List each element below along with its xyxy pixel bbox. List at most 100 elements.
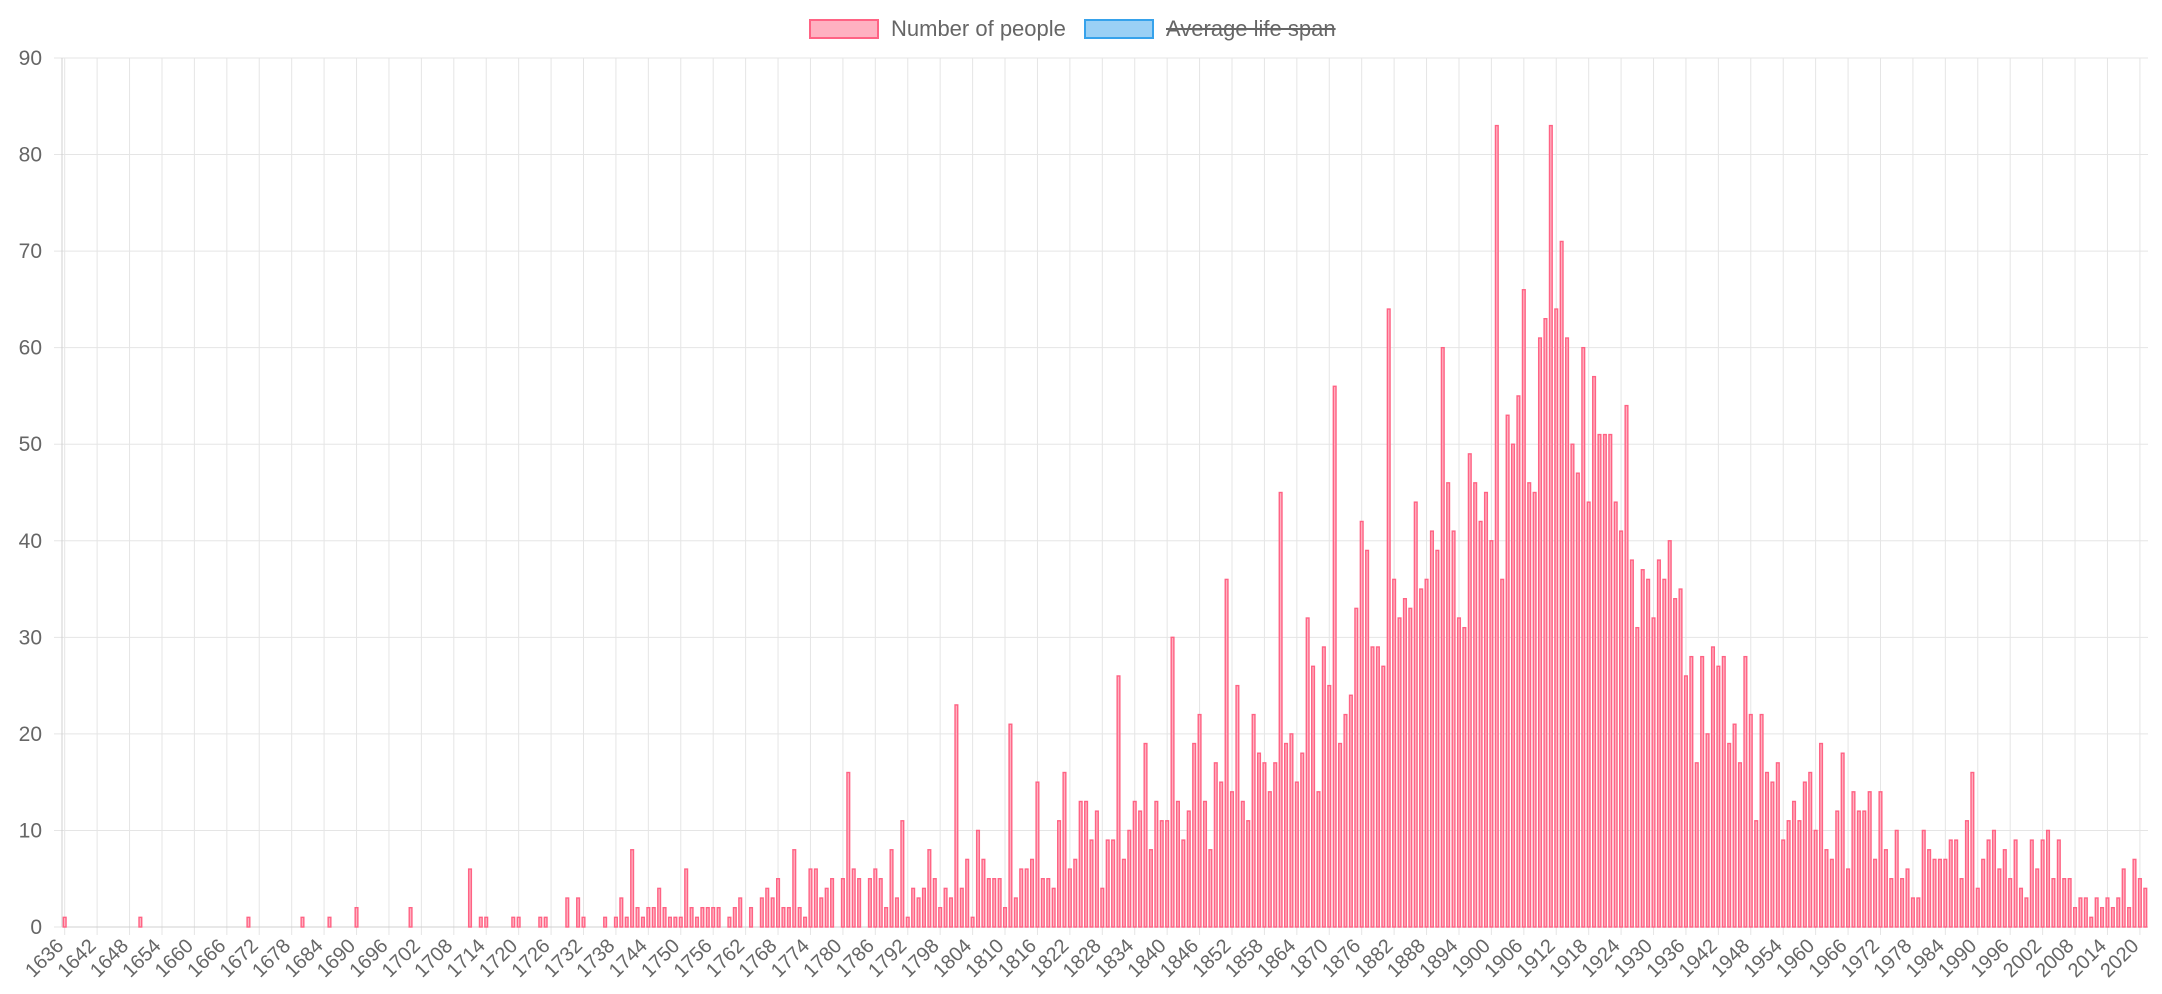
bar	[759, 897, 764, 928]
bar	[1559, 240, 1564, 928]
y-tick-label: 10	[19, 819, 42, 842]
bar	[889, 849, 894, 928]
bar	[2110, 906, 2115, 928]
bar	[959, 887, 964, 928]
bar	[1375, 646, 1380, 928]
bar	[857, 878, 862, 928]
bar	[1489, 540, 1494, 928]
bar	[1754, 820, 1759, 928]
bar	[1948, 839, 1953, 928]
bar	[1619, 530, 1624, 928]
bar	[1678, 588, 1683, 928]
bar	[1332, 385, 1337, 928]
bar	[1510, 443, 1516, 928]
bar	[1889, 878, 1894, 928]
bar	[624, 916, 629, 928]
bar	[1846, 868, 1851, 928]
bar	[1208, 849, 1213, 928]
bar	[467, 868, 473, 928]
bar	[1311, 665, 1316, 928]
bar	[1111, 839, 1116, 928]
bar	[2056, 839, 2061, 928]
bar	[1494, 124, 1499, 928]
bar	[1592, 375, 1597, 928]
bar	[1435, 549, 1440, 928]
bar	[538, 916, 543, 928]
bar	[705, 906, 710, 928]
bar	[1002, 906, 1008, 928]
bar	[2035, 868, 2040, 928]
bar	[1608, 433, 1613, 928]
bar	[894, 897, 899, 928]
bar	[327, 916, 332, 928]
bar	[1646, 578, 1651, 928]
bar	[1700, 655, 1705, 928]
bar	[997, 878, 1002, 928]
y-tick-label: 80	[19, 144, 42, 167]
bar	[651, 906, 656, 928]
bar	[1413, 501, 1418, 928]
bar	[840, 878, 845, 928]
bar	[62, 916, 67, 928]
bar	[1035, 781, 1040, 928]
bar	[1943, 858, 1948, 928]
legend-item-average-life-span[interactable]: Average life span	[1084, 16, 1336, 42]
bar	[1051, 887, 1056, 928]
bar	[1710, 646, 1716, 928]
bar	[1229, 791, 1235, 928]
bar	[1937, 858, 1942, 928]
y-tick-label: 60	[19, 337, 42, 360]
bar	[1759, 713, 1764, 928]
bar	[1159, 820, 1164, 928]
bar	[1964, 820, 1970, 928]
bar	[1829, 858, 1834, 928]
bar	[1283, 742, 1289, 928]
bar	[981, 858, 986, 928]
bar	[1235, 684, 1240, 928]
bar	[511, 916, 516, 928]
bar	[2100, 906, 2105, 928]
bar	[1116, 675, 1121, 928]
bar	[603, 916, 608, 928]
bar	[1570, 443, 1575, 928]
bar	[900, 820, 905, 928]
bar	[694, 916, 700, 928]
bar	[1100, 887, 1105, 928]
bar	[986, 878, 991, 928]
bar	[1818, 742, 1824, 928]
bar	[1851, 791, 1856, 928]
bar	[1581, 346, 1586, 928]
bar	[1802, 781, 1807, 928]
bar	[1721, 655, 1726, 928]
bar	[662, 906, 667, 928]
bar	[1138, 810, 1143, 928]
bar	[646, 906, 651, 928]
bar	[911, 887, 916, 928]
bar	[1008, 723, 1013, 928]
legend-swatch-number-of-people	[809, 19, 879, 39]
bar	[1262, 762, 1267, 928]
bar	[2094, 897, 2099, 928]
bar	[1219, 781, 1224, 928]
bar	[1824, 849, 1829, 928]
bar	[1813, 829, 1818, 928]
bar	[1073, 858, 1078, 928]
bar	[2024, 897, 2029, 928]
bar	[2062, 878, 2067, 928]
bar	[1927, 849, 1932, 928]
bar	[657, 887, 662, 928]
y-tick-label: 40	[19, 530, 42, 553]
bar	[2029, 839, 2034, 928]
legend-swatch-average-life-span	[1084, 19, 1154, 39]
legend-item-number-of-people[interactable]: Number of people	[809, 16, 1066, 42]
bar	[2121, 868, 2126, 928]
bar	[1564, 337, 1570, 928]
y-tick-label: 30	[19, 626, 42, 649]
bar	[1932, 858, 1937, 928]
bar	[1365, 549, 1370, 928]
bar	[2143, 887, 2148, 928]
bar	[1386, 308, 1391, 928]
bar	[667, 916, 673, 928]
bar	[1429, 530, 1434, 928]
bar	[1321, 646, 1326, 928]
